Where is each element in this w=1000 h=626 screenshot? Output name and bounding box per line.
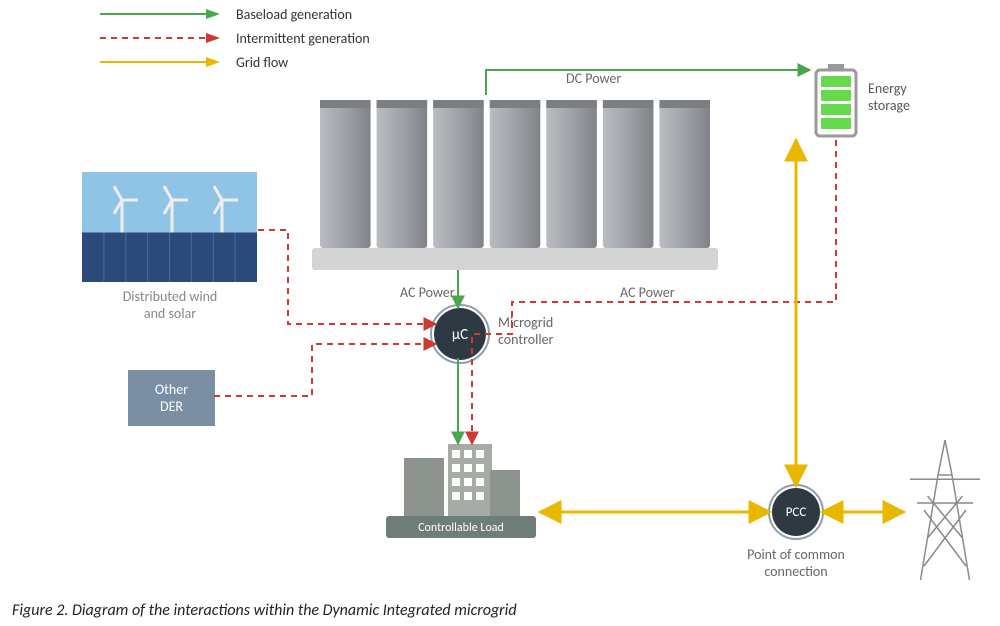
dc-power-label: DC Power — [566, 70, 621, 87]
edges-layer — [0, 0, 1000, 626]
ac-power-left-label: AC Power — [400, 284, 455, 301]
figure-caption: Figure 2. Diagram of the interactions wi… — [12, 601, 517, 620]
ac-power-right-label: AC Power — [620, 284, 675, 301]
diagram-canvas: Baseload generationIntermittent generati… — [0, 0, 1000, 626]
